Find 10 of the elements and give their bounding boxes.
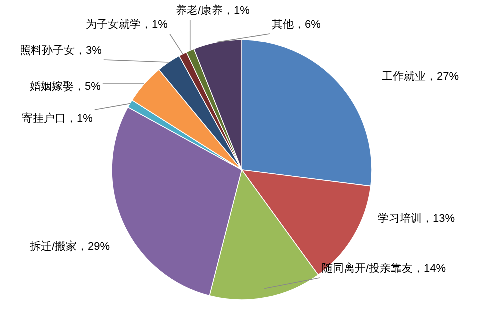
slice-label: 寄挂户口，1% (22, 112, 93, 126)
slice-label: 养老/康养，1% (176, 4, 250, 18)
slice-label: 其他，6% (272, 18, 321, 32)
slice-label: 随同离开/投亲靠友，14% (322, 262, 446, 276)
slice-label: 工作就业，27% (382, 70, 460, 84)
slice-label: 婚姻嫁娶，5% (30, 80, 101, 94)
slice-label: 学习培训，13% (378, 212, 456, 226)
slice-label: 拆迁/搬家，29% (30, 240, 110, 254)
slice-label: 为子女就学，1% (86, 18, 168, 32)
slice-label: 照料孙子女，3% (20, 44, 102, 58)
